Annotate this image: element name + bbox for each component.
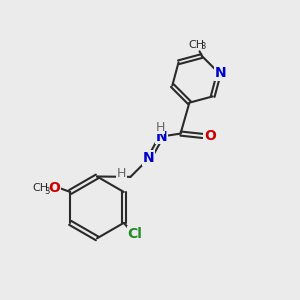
Text: O: O bbox=[204, 129, 216, 143]
Text: Cl: Cl bbox=[128, 227, 142, 241]
Text: N: N bbox=[214, 66, 226, 80]
Text: H: H bbox=[155, 121, 165, 134]
Text: 3: 3 bbox=[44, 187, 50, 196]
Text: H: H bbox=[116, 167, 126, 180]
Text: O: O bbox=[48, 182, 60, 195]
Text: N: N bbox=[143, 151, 154, 165]
Text: 3: 3 bbox=[200, 42, 206, 51]
Text: N: N bbox=[156, 130, 167, 143]
Text: CH: CH bbox=[33, 183, 49, 194]
Text: CH: CH bbox=[188, 40, 205, 50]
